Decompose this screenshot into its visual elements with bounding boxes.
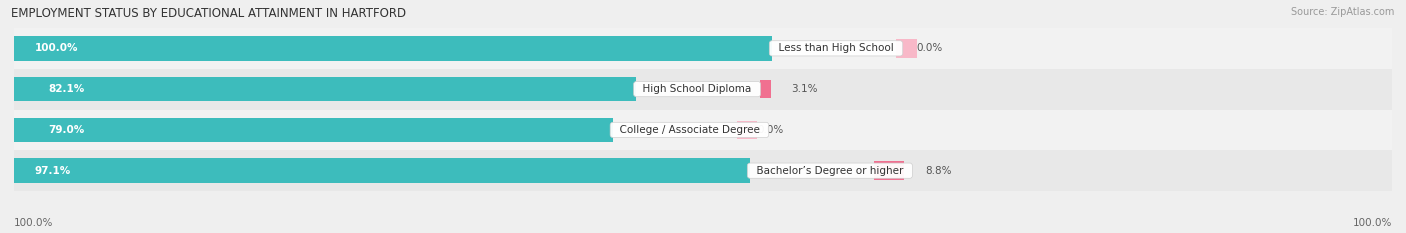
Text: Source: ZipAtlas.com: Source: ZipAtlas.com bbox=[1291, 7, 1395, 17]
Text: 79.0%: 79.0% bbox=[48, 125, 84, 135]
Bar bbox=[737, 121, 758, 139]
Text: 0.0%: 0.0% bbox=[917, 43, 943, 53]
Bar bbox=[14, 110, 1392, 150]
Bar bbox=[14, 77, 637, 101]
Bar bbox=[14, 118, 613, 142]
Text: High School Diploma: High School Diploma bbox=[637, 84, 758, 94]
Bar bbox=[875, 161, 904, 180]
Text: 82.1%: 82.1% bbox=[48, 84, 84, 94]
Bar bbox=[14, 69, 1392, 110]
Text: College / Associate Degree: College / Associate Degree bbox=[613, 125, 766, 135]
Bar bbox=[896, 39, 917, 58]
Text: 3.1%: 3.1% bbox=[792, 84, 818, 94]
Bar bbox=[14, 158, 749, 183]
Text: Less than High School: Less than High School bbox=[772, 43, 900, 53]
Text: 100.0%: 100.0% bbox=[1353, 218, 1392, 228]
Text: 100.0%: 100.0% bbox=[14, 218, 53, 228]
Bar bbox=[761, 80, 770, 98]
Text: 100.0%: 100.0% bbox=[35, 43, 79, 53]
Text: 0.0%: 0.0% bbox=[758, 125, 783, 135]
Text: EMPLOYMENT STATUS BY EDUCATIONAL ATTAINMENT IN HARTFORD: EMPLOYMENT STATUS BY EDUCATIONAL ATTAINM… bbox=[11, 7, 406, 20]
Bar bbox=[14, 36, 772, 61]
Text: 8.8%: 8.8% bbox=[925, 166, 952, 176]
Text: 97.1%: 97.1% bbox=[35, 166, 70, 176]
Bar bbox=[14, 28, 1392, 69]
Text: Bachelor’s Degree or higher: Bachelor’s Degree or higher bbox=[749, 166, 910, 176]
Bar bbox=[14, 150, 1392, 191]
